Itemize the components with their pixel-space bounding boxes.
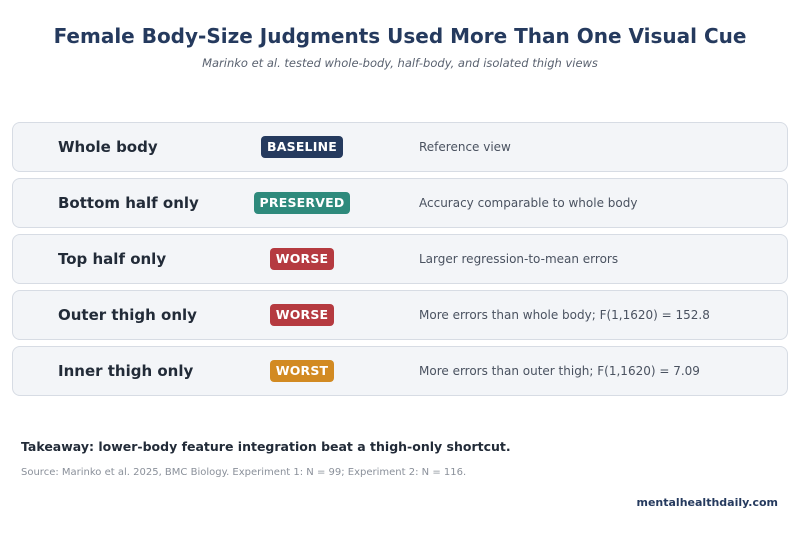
row-whole-body: Whole body BASELINE Reference view xyxy=(12,122,788,172)
row-description: Reference view xyxy=(419,140,511,154)
status-badge: PRESERVED xyxy=(253,192,351,214)
row-label: Bottom half only xyxy=(58,194,199,212)
page-title: Female Body-Size Judgments Used More Tha… xyxy=(53,24,747,48)
page-subtitle: Marinko et al. tested whole-body, half-b… xyxy=(202,56,598,70)
row-inner-thigh: Inner thigh only WORST More errors than … xyxy=(12,346,788,396)
comparison-rows: Whole body BASELINE Reference view Botto… xyxy=(12,122,788,402)
row-description: More errors than whole body; F(1,1620) =… xyxy=(419,308,710,322)
row-label: Whole body xyxy=(58,138,158,156)
row-label: Outer thigh only xyxy=(58,306,197,324)
row-bottom-half: Bottom half only PRESERVED Accuracy comp… xyxy=(12,178,788,228)
row-label: Top half only xyxy=(58,250,167,268)
takeaway-text: Takeaway: lower-body feature integration… xyxy=(21,439,511,454)
source-citation: Source: Marinko et al. 2025, BMC Biology… xyxy=(21,467,467,478)
status-badge: WORST xyxy=(269,360,335,382)
status-badge: WORSE xyxy=(269,304,335,326)
row-outer-thigh: Outer thigh only WORSE More errors than … xyxy=(12,290,788,340)
status-badge: BASELINE xyxy=(261,136,343,158)
brand-link[interactable]: mentalhealthdaily.com xyxy=(636,496,779,509)
row-description: More errors than outer thigh; F(1,1620) … xyxy=(419,364,700,378)
row-description: Larger regression-to-mean errors xyxy=(419,252,619,266)
row-description: Accuracy comparable to whole body xyxy=(419,196,638,210)
row-top-half: Top half only WORSE Larger regression-to… xyxy=(12,234,788,284)
status-badge: WORSE xyxy=(269,248,335,270)
row-label: Inner thigh only xyxy=(58,362,194,380)
